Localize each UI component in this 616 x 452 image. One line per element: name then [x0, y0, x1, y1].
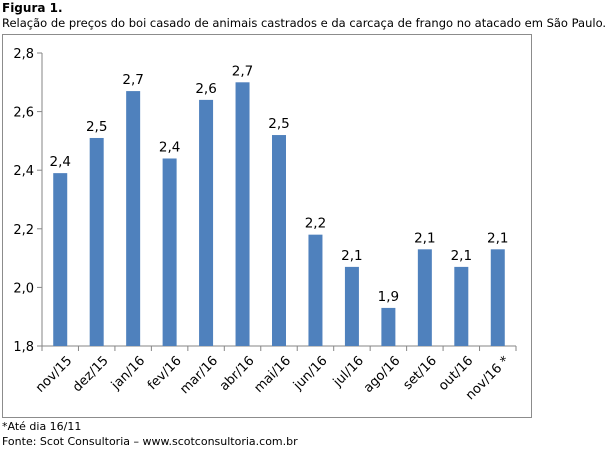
bar — [235, 82, 250, 347]
data-label: 2,1 — [341, 248, 362, 264]
data-label: 2,7 — [232, 63, 253, 79]
x-tick-label: mar/16 — [177, 353, 221, 397]
bar — [344, 266, 359, 346]
x-tick-label: jun/16 — [290, 353, 330, 393]
x-tick-label: jan/16 — [108, 353, 148, 393]
x-tick-label: nov/15 — [33, 353, 75, 395]
bar — [490, 249, 505, 346]
y-tick-label: 1,8 — [13, 340, 34, 355]
bar — [53, 173, 68, 346]
x-tick-label: abr/16 — [217, 353, 258, 394]
y-tick-label: 2,8 — [13, 47, 34, 62]
data-label: 2,6 — [195, 81, 216, 97]
y-tick-label: 2,4 — [13, 164, 34, 179]
source-line: Fonte: Scot Consultoria – www.scotconsul… — [2, 435, 298, 448]
y-tick-label: 2,6 — [13, 106, 34, 121]
data-label: 2,5 — [268, 116, 289, 132]
data-label: 2,2 — [305, 216, 326, 232]
y-tick-label: 2,0 — [13, 281, 34, 296]
data-label: 2,1 — [487, 230, 508, 246]
y-tick-label: 2,2 — [13, 223, 34, 238]
data-label: 2,7 — [122, 72, 143, 88]
bar — [89, 137, 104, 346]
bar — [417, 249, 432, 346]
bar — [454, 266, 469, 346]
figure-label: Figura 1. — [2, 1, 63, 15]
data-label: 2,4 — [49, 154, 70, 170]
bar — [308, 234, 323, 346]
bar — [126, 91, 141, 346]
data-label: 1,9 — [378, 289, 399, 305]
data-label: 2,1 — [414, 230, 435, 246]
footnote: *Até dia 16/11 — [2, 420, 82, 433]
x-tick-label: set/16 — [400, 353, 439, 392]
bar — [162, 158, 177, 346]
bar — [381, 307, 396, 346]
bar — [199, 99, 214, 346]
figure-caption: Relação de preços do boi casado de anima… — [2, 16, 607, 30]
x-tick-label: mai/16 — [252, 353, 295, 396]
chart-frame: 1,8 2,0 2,2 2,4 2,6 2,8 2,4 nov/15 2,5 dez/15 2,7 j… — [2, 34, 532, 418]
bar — [272, 135, 286, 346]
x-tick-label: ago/16 — [361, 353, 403, 395]
data-label: 2,4 — [159, 139, 180, 155]
bar-chart: 1,8 2,0 2,2 2,4 2,6 2,8 2,4 nov/15 2,5 dez/15 2,7 j… — [13, 47, 517, 403]
data-label: 2,5 — [86, 119, 107, 135]
x-tick-label: dez/15 — [70, 353, 112, 395]
data-label: 2,1 — [451, 248, 472, 264]
